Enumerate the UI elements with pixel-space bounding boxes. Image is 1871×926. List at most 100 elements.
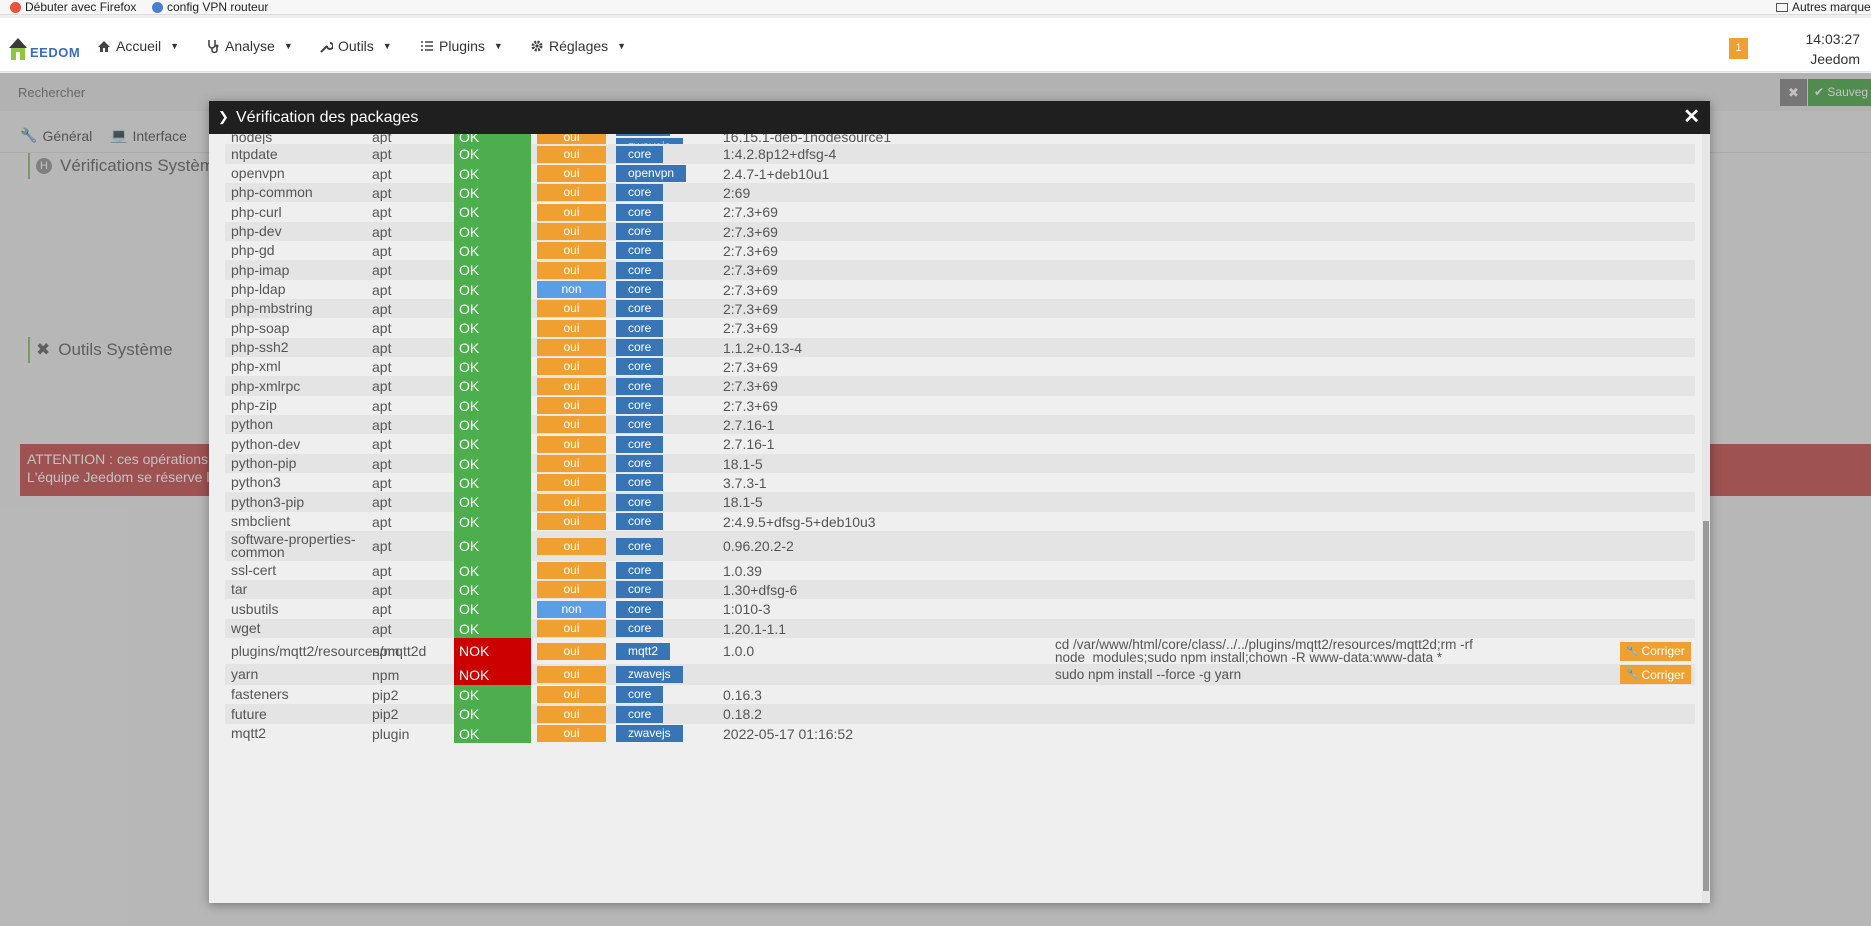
package-plugins-cell: core <box>616 704 664 724</box>
search-input[interactable] <box>8 79 1770 105</box>
package-plugins-cell: core <box>616 531 664 561</box>
plugin-badge: core <box>616 397 664 414</box>
plugin-badge: core <box>616 203 664 221</box>
package-needed-cell: oui <box>537 183 606 202</box>
package-needed-cell: oui <box>537 473 606 492</box>
package-fix-command <box>1055 164 1525 183</box>
fix-button-label: Corriger <box>1641 644 1685 658</box>
menu-accueil[interactable]: Accueil ▼ <box>97 36 179 56</box>
package-needed-cell: non <box>537 599 606 619</box>
tab-interface[interactable]: 💻 Interface <box>110 127 187 144</box>
bookmark-vpn[interactable]: config VPN routeur <box>152 0 268 15</box>
plugin-badge: core <box>616 358 664 375</box>
needed-badge: oui <box>537 642 606 660</box>
notification-badge[interactable]: 1 <box>1729 38 1748 59</box>
packages-modal: ❯ Vérification des packages ✕ nodejs apt O… <box>209 101 1710 903</box>
plugin-badge: core <box>616 416 664 433</box>
package-version: 1.30+dfsg-6 <box>723 581 798 598</box>
bookmark-other[interactable]: Autres marque <box>1776 0 1871 15</box>
modal-scrollbar[interactable] <box>1702 134 1710 903</box>
package-fix-command: sudo npm install --force -g yarn <box>1055 667 1242 682</box>
package-name: python-pip <box>231 455 297 471</box>
firefox-icon <box>10 2 21 13</box>
package-name: wget <box>231 620 261 636</box>
fix-button[interactable]: 🔧 Corriger <box>1620 665 1691 684</box>
package-plugins-cell: mqtt2 <box>616 638 671 664</box>
package-name: python <box>231 416 274 432</box>
package-plugins-cell: zwavejs <box>616 724 683 743</box>
package-name: python3 <box>231 474 281 490</box>
menu-reglages[interactable]: Réglages ▼ <box>530 36 626 56</box>
package-plugins-cell: core <box>616 299 664 318</box>
table-row: fasteners pip2 OK oui core 0.16.3 <box>225 685 1695 704</box>
package-fix-command <box>1055 357 1525 376</box>
section-verifications: H Vérifications Systèm <box>28 153 214 179</box>
wrench-icon <box>320 41 333 53</box>
package-name: yarn <box>231 666 259 682</box>
needed-badge: non <box>537 600 606 618</box>
table-row: openvpn apt OK oui openvpn 2.4.7-1+deb10u1 <box>225 164 1695 183</box>
caret-down-icon: ▼ <box>493 41 503 51</box>
plugin-badge: zwavejs <box>616 666 683 683</box>
table-row: php-common apt OK oui core 2:69 <box>225 183 1695 202</box>
package-fix-command <box>1055 473 1525 492</box>
package-name: mqtt2 <box>231 725 267 741</box>
package-type: plugin <box>372 725 410 742</box>
menu-plugins[interactable]: Plugins ▼ <box>420 36 503 56</box>
package-fix-command <box>1055 183 1525 202</box>
needed-badge: oui <box>537 397 606 414</box>
package-type: apt <box>372 223 392 240</box>
package-type: apt <box>372 184 392 201</box>
package-needed-cell: oui <box>537 338 606 357</box>
package-fix-command <box>1055 599 1525 619</box>
package-version: 1.20.1-1.1 <box>723 620 787 637</box>
jeedom-logo[interactable]: EEDOM <box>7 28 80 62</box>
package-name: php-xmlrpc <box>231 377 301 394</box>
table-row: php-xmlrpc apt OK oui core 2:7.3+69 <box>225 376 1695 396</box>
plugin-badge: core <box>616 455 664 472</box>
package-plugins-cell: core <box>616 619 664 638</box>
table-row: php-gd apt OK oui core 2:7.3+69 <box>225 241 1695 260</box>
caret-down-icon: ▼ <box>382 41 392 51</box>
save-button[interactable]: ✔ Sauveg <box>1808 79 1871 106</box>
package-status: OK <box>454 357 531 376</box>
needed-badge: oui <box>537 513 606 530</box>
package-name: php-xml <box>231 358 281 374</box>
needed-badge: oui <box>537 242 606 259</box>
package-status: OK <box>454 531 531 561</box>
needed-badge: oui <box>537 537 606 555</box>
package-name: plugins/mqtt2/resources/mqtt2d <box>231 642 427 659</box>
package-fix-command <box>1055 222 1525 241</box>
package-type: pip2 <box>372 686 399 703</box>
plugin-badge: core <box>616 339 664 356</box>
tab-general[interactable]: 🔧 Général <box>20 127 93 144</box>
plugin-badge: core <box>616 184 664 201</box>
package-version: 0.96.20.2-2 <box>723 538 794 554</box>
package-needed-cell: oui <box>537 434 606 454</box>
bookmark-firefox[interactable]: Débuter avec Firefox <box>10 0 136 15</box>
home-icon <box>98 40 110 52</box>
scrollbar-thumb[interactable] <box>1703 521 1709 891</box>
clear-search-button[interactable]: ✖ <box>1780 79 1807 106</box>
table-row: tar apt OK oui core 1.30+dfsg-6 <box>225 580 1695 599</box>
fix-button[interactable]: 🔧 Corriger <box>1620 641 1691 661</box>
package-version: 1.0.0 <box>723 643 755 659</box>
package-version: 0.16.3 <box>723 686 762 703</box>
wrench-icon: 🔧 <box>1626 645 1639 657</box>
check-circle-icon: ✔ <box>1814 85 1825 99</box>
package-type: apt <box>372 204 392 220</box>
needed-badge: oui <box>537 455 606 472</box>
package-type: apt <box>372 513 392 530</box>
package-plugins-cell: core <box>616 473 664 492</box>
plugin-badge: core <box>616 145 664 163</box>
modal-header: ❯ Vérification des packages ✕ <box>209 101 1710 134</box>
package-plugins-cell: core <box>616 338 664 357</box>
package-version: 2.7.16-1 <box>723 416 775 433</box>
needed-badge: oui <box>537 339 606 356</box>
menu-analyse[interactable]: Analyse ▼ <box>207 36 293 56</box>
package-status: NOK <box>454 664 531 685</box>
package-type: apt <box>372 339 392 356</box>
menu-outils[interactable]: Outils ▼ <box>320 36 392 56</box>
package-type: apt <box>372 455 392 472</box>
close-modal-button[interactable]: ✕ <box>1683 106 1700 128</box>
